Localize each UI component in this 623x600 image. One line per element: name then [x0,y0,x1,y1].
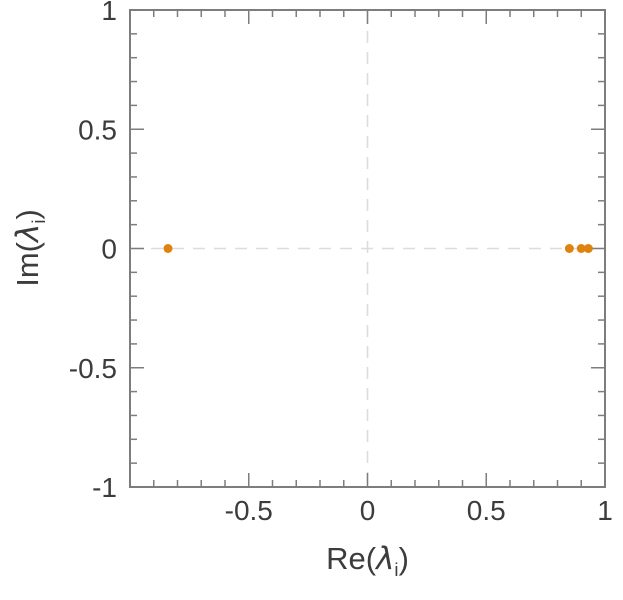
x-tick-label: -0.5 [225,495,273,526]
x-tick-label: 0 [360,495,376,526]
eigenvalue-point [163,244,173,253]
y-axis-label: Im(λi) [10,209,49,287]
x-axis-label-suffix: ) [398,541,409,576]
x-tick-label: 1 [597,495,613,526]
x-axis-label-subscript: i [394,559,399,581]
x-tick-label: 0.5 [467,495,506,526]
y-tick-label: 0.5 [78,114,117,145]
lambda-symbol-x: λ [376,541,395,577]
y-axis-label-subscript: i [28,219,50,224]
eigenvalue-point [564,244,574,253]
y-tick-label: 1 [101,0,117,26]
y-tick-label: -1 [92,472,117,503]
y-axis-label-prefix: Im( [10,242,45,287]
y-axis-label-suffix: ) [10,209,45,220]
lambda-symbol-y: λ [10,223,46,243]
eigenvalue-point [576,244,586,253]
y-tick-label: -0.5 [69,353,117,384]
x-axis-label-prefix: Re( [326,541,377,576]
x-axis-label: Re(λi) [130,541,605,579]
eigenvalue-point [583,244,593,253]
y-tick-label: 0 [101,234,117,265]
